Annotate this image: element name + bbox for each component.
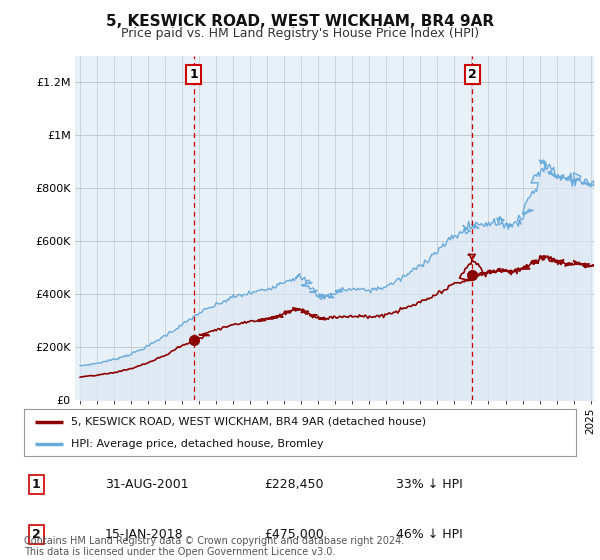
Text: 33% ↓ HPI: 33% ↓ HPI xyxy=(396,478,463,491)
Text: 5, KESWICK ROAD, WEST WICKHAM, BR4 9AR (detached house): 5, KESWICK ROAD, WEST WICKHAM, BR4 9AR (… xyxy=(71,417,426,427)
Text: 2: 2 xyxy=(32,528,40,542)
Text: 46% ↓ HPI: 46% ↓ HPI xyxy=(396,528,463,542)
Text: 15-JAN-2018: 15-JAN-2018 xyxy=(105,528,184,542)
Text: HPI: Average price, detached house, Bromley: HPI: Average price, detached house, Brom… xyxy=(71,438,323,449)
Text: 1: 1 xyxy=(32,478,40,491)
Text: 1: 1 xyxy=(189,68,198,81)
Text: Contains HM Land Registry data © Crown copyright and database right 2024.
This d: Contains HM Land Registry data © Crown c… xyxy=(24,535,404,557)
Text: £228,450: £228,450 xyxy=(264,478,323,491)
Text: £475,000: £475,000 xyxy=(264,528,324,542)
Text: 2: 2 xyxy=(468,68,476,81)
Text: Price paid vs. HM Land Registry's House Price Index (HPI): Price paid vs. HM Land Registry's House … xyxy=(121,27,479,40)
Text: 5, KESWICK ROAD, WEST WICKHAM, BR4 9AR: 5, KESWICK ROAD, WEST WICKHAM, BR4 9AR xyxy=(106,14,494,29)
Text: 31-AUG-2001: 31-AUG-2001 xyxy=(105,478,188,491)
